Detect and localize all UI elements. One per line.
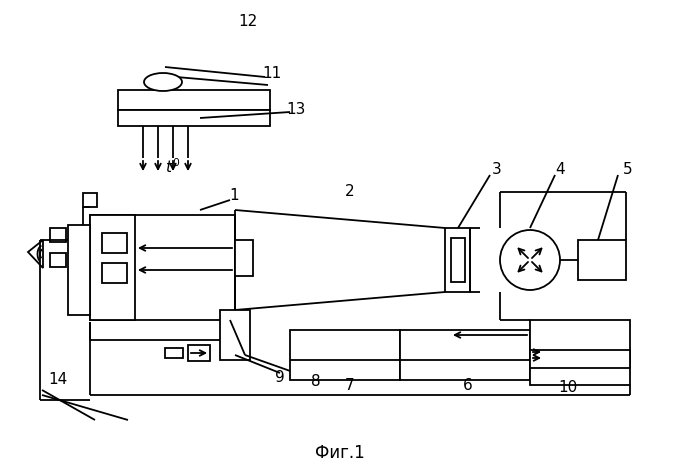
Bar xyxy=(220,310,250,360)
Bar xyxy=(165,348,183,358)
Bar xyxy=(290,330,400,380)
Bar xyxy=(235,240,253,276)
Text: 6: 6 xyxy=(463,377,473,392)
Ellipse shape xyxy=(144,73,182,91)
Text: 14: 14 xyxy=(48,372,68,388)
Bar xyxy=(90,215,235,320)
Bar xyxy=(188,345,210,361)
Text: 2: 2 xyxy=(345,185,355,199)
Text: $t^0$: $t^0$ xyxy=(165,158,181,176)
Circle shape xyxy=(500,230,560,290)
Bar xyxy=(102,233,127,253)
Bar xyxy=(118,110,270,126)
Bar xyxy=(68,225,90,315)
Text: 7: 7 xyxy=(345,377,355,392)
Text: 12: 12 xyxy=(239,14,258,29)
Text: 8: 8 xyxy=(312,375,321,390)
Text: 5: 5 xyxy=(623,163,633,178)
Bar xyxy=(400,330,530,380)
Polygon shape xyxy=(28,240,43,268)
Bar xyxy=(578,240,626,280)
Bar xyxy=(50,253,66,267)
Bar xyxy=(50,228,66,242)
Text: 3: 3 xyxy=(492,163,502,178)
Bar xyxy=(118,90,270,110)
Bar xyxy=(83,193,97,207)
Text: 10: 10 xyxy=(559,381,578,396)
Text: 4: 4 xyxy=(555,163,565,178)
Bar xyxy=(451,238,465,282)
Bar xyxy=(445,228,470,292)
Text: 1: 1 xyxy=(229,189,239,204)
Text: 9: 9 xyxy=(275,370,285,385)
Text: 13: 13 xyxy=(286,102,306,116)
Bar xyxy=(530,320,630,385)
Text: Фиг.1: Фиг.1 xyxy=(315,444,365,462)
Bar xyxy=(530,350,630,368)
Bar xyxy=(90,215,135,320)
Bar xyxy=(102,263,127,283)
Text: 11: 11 xyxy=(262,66,281,81)
